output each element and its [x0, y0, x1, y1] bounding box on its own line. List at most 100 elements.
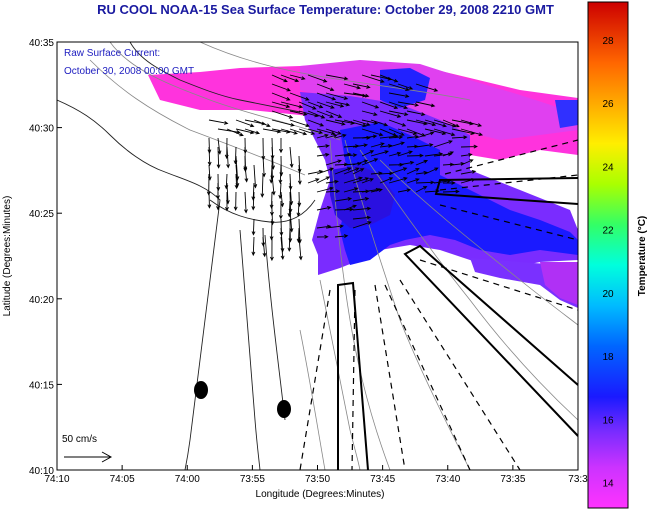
current-vector — [244, 128, 261, 135]
current-vector — [271, 92, 291, 101]
x-tick-label: 73:3 — [568, 474, 588, 485]
current-vector — [343, 119, 367, 128]
current-legend-date: October 30, 2008 00:00 GMT — [64, 66, 195, 77]
current-vector — [370, 171, 383, 176]
current-vector — [370, 119, 389, 127]
current-vector — [352, 197, 370, 202]
colorbar-tick-label: 16 — [602, 415, 614, 426]
current-vector — [325, 189, 341, 194]
current-vector — [352, 119, 371, 127]
station-marker-1[interactable] — [194, 381, 208, 399]
colorbar-tick-label: 24 — [602, 162, 614, 173]
current-vector — [225, 191, 229, 212]
y-tick-label: 40:30 — [29, 124, 54, 135]
sst-patch-core — [340, 122, 578, 265]
current-vector — [370, 142, 385, 148]
current-vector — [216, 191, 220, 211]
current-vector — [361, 178, 374, 184]
current-vector — [253, 164, 258, 189]
y-tick-label: 40:10 — [29, 466, 54, 477]
current-vector — [451, 135, 468, 140]
current-vector — [388, 176, 408, 184]
current-vector — [388, 110, 409, 117]
scale-arrow — [64, 451, 113, 463]
current-vector — [269, 236, 274, 262]
current-vector — [325, 159, 342, 166]
current-vector — [415, 186, 428, 193]
colorbar[interactable] — [587, 1, 629, 509]
current-vector — [397, 188, 412, 193]
current-vector — [280, 128, 298, 135]
station-marker-2[interactable] — [277, 400, 291, 418]
current-vector — [316, 176, 331, 184]
current-vector — [287, 227, 292, 252]
current-vector — [361, 128, 384, 137]
current-vector — [442, 151, 455, 157]
current-vector — [388, 135, 404, 140]
colorbar-tick-label: 22 — [602, 226, 614, 237]
current-vector — [325, 110, 343, 118]
current-vector — [216, 146, 221, 169]
current-vector — [415, 119, 437, 127]
x-tick-label: 73:45 — [370, 474, 395, 485]
current-vector — [316, 167, 335, 175]
current-vector — [289, 74, 306, 80]
current-vector — [361, 158, 379, 166]
current-vector — [352, 83, 371, 89]
current-vector — [235, 119, 255, 128]
current-vector — [325, 134, 338, 139]
current-vector — [280, 236, 285, 261]
current-vector — [280, 227, 285, 253]
current-vector — [442, 189, 460, 194]
colorbar-tick-label: 28 — [602, 36, 614, 47]
colorbar-label: Temperature (°C) — [637, 216, 648, 297]
current-vector — [343, 187, 359, 193]
x-axis: 74:10 74:05 74:00 73:55 73:50 73:45 73:40 73:35… — [44, 465, 588, 485]
current-vector — [352, 206, 372, 211]
colorbar-ticks: 28 26 24 22 20 18 16 14 — [602, 36, 614, 490]
current-vector — [251, 218, 256, 236]
current-vector — [442, 180, 456, 185]
current-vector — [370, 150, 389, 157]
current-vector — [280, 74, 300, 83]
current-vector — [316, 234, 329, 239]
transect-box-south — [337, 281, 369, 470]
colorbar-tick-label: 18 — [602, 352, 614, 363]
current-vector — [343, 204, 357, 211]
transect-box-east — [434, 177, 578, 205]
current-vector — [352, 92, 370, 98]
current-vector — [433, 140, 453, 148]
current-vector — [298, 236, 303, 261]
current-vector — [298, 101, 317, 110]
current-vector — [271, 119, 295, 127]
current-vector — [406, 178, 420, 184]
map-title: RU COOL NOAA-15 Sea Surface Temperature:… — [97, 2, 554, 17]
current-vector — [442, 119, 460, 128]
current-vector — [234, 173, 239, 190]
current-vector — [289, 146, 294, 169]
current-vector — [270, 209, 275, 226]
current-vector — [325, 92, 349, 100]
current-vector — [460, 119, 483, 127]
current-vector — [316, 83, 335, 92]
current-vector — [325, 119, 346, 126]
current-vector — [460, 159, 474, 166]
x-tick-label: 73:35 — [500, 474, 525, 485]
y-tick-label: 40:15 — [29, 380, 54, 391]
current-vector — [406, 153, 424, 158]
current-vector — [415, 180, 435, 185]
y-axis: 40:35 40:30 40:25 40:20 40:15 40:10 — [29, 38, 62, 477]
current-vector — [361, 101, 380, 109]
current-vector — [226, 146, 231, 169]
current-vector — [343, 167, 360, 175]
y-tick-label: 40:25 — [29, 209, 54, 220]
current-vector — [296, 200, 301, 217]
current-vector — [460, 144, 478, 149]
current-vector — [442, 162, 455, 167]
current-vector — [397, 101, 420, 107]
colorbar-tick-label: 14 — [602, 479, 614, 490]
sst-patch-north-2 — [300, 60, 578, 140]
current-vector — [325, 101, 345, 108]
current-vector — [307, 119, 325, 127]
